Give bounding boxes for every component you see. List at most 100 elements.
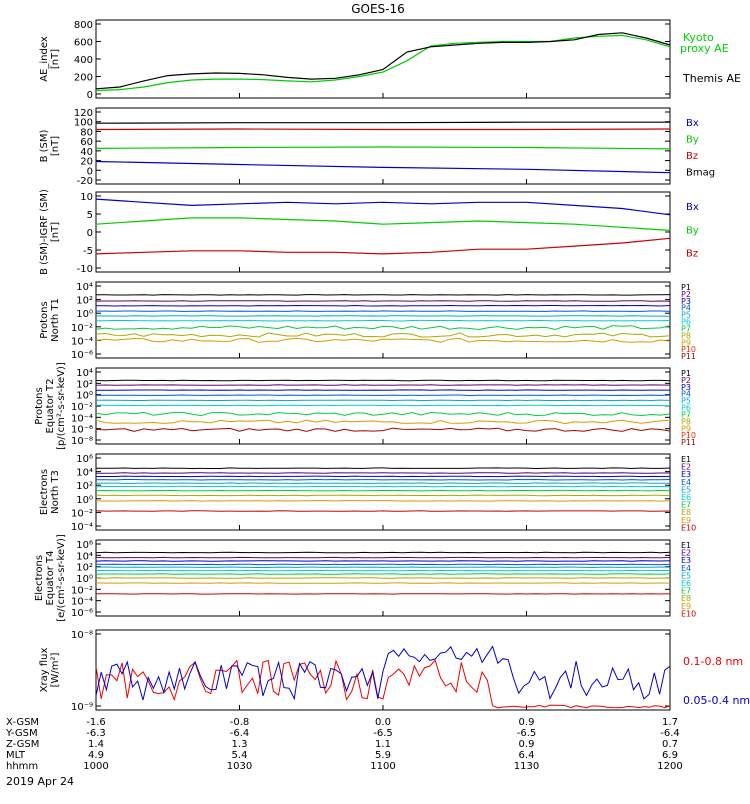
legend-label: Bmag [686, 168, 715, 179]
legend-label: By [686, 225, 699, 236]
x-axis-row-label: X-GSM [6, 717, 39, 728]
x-axis-value: -6.4 [230, 728, 250, 739]
series-line-e8 [96, 495, 670, 496]
series-line-e3 [96, 476, 670, 477]
series-line-p7 [96, 326, 670, 330]
series-line-p9 [96, 338, 670, 342]
x-axis-value: 1.1 [375, 739, 391, 750]
y-axis-label: Protons [39, 301, 50, 338]
x-axis-value: 1.3 [232, 739, 248, 750]
x-axis-value: -6.5 [517, 728, 537, 739]
x-axis-row-label: MLT [6, 750, 26, 761]
y-tick-label: 10⁻⁹ [71, 702, 93, 713]
x-axis-value: 0.9 [519, 739, 535, 750]
y-axis-label: AE_index [39, 36, 50, 82]
x-axis-value: -1.6 [86, 717, 106, 728]
series-line-p11 [96, 428, 670, 431]
y-tick-label: 400 [74, 55, 93, 66]
series-line-p1 [96, 295, 670, 296]
x-axis-value: 1200 [657, 761, 682, 772]
series-line-p4 [96, 311, 670, 312]
x-axis-value: 5.4 [232, 750, 248, 761]
legend-label: Themis AE [682, 72, 741, 85]
y-axis-label: Xray flux [39, 648, 50, 693]
y-tick-label: 10² [76, 481, 93, 492]
legend-label: proxy AE [680, 42, 729, 55]
series-line-kyoto-proxy-ae [96, 35, 670, 90]
series-line-p9 [96, 420, 670, 423]
x-axis-value: 6.4 [519, 750, 535, 761]
series-line-by [96, 218, 670, 231]
x-axis-value: 1000 [83, 761, 108, 772]
panel-frame [96, 192, 670, 272]
x-axis-value: 4.9 [88, 750, 104, 761]
series-line-p3 [96, 390, 670, 391]
y-tick-label: 10⁰ [76, 495, 93, 506]
y-tick-label: 600 [74, 38, 93, 49]
y-axis-label: B (SM) [39, 129, 50, 162]
series-line-bz [96, 129, 670, 130]
panel-frame [96, 108, 670, 184]
y-axis-label: Equator T4 [45, 551, 56, 606]
legend-label: P11 [681, 352, 696, 361]
y-axis-label: North T1 [50, 298, 61, 342]
legend-label: E10 [681, 609, 696, 618]
y-tick-label: 200 [74, 73, 93, 84]
y-tick-label: 10² [76, 296, 93, 307]
series-line-p2 [96, 301, 670, 302]
legend-label: 0.05-0.4 nm [683, 694, 750, 707]
y-tick-label: 10⁰ [76, 391, 93, 402]
y-tick-label: 10⁴ [76, 468, 93, 479]
y-axis-label: Electrons [39, 469, 50, 515]
x-axis-row-label: Z-GSM [6, 739, 39, 750]
series-line-e10 [96, 511, 670, 512]
series-line-p5 [96, 316, 670, 317]
legend-label: P11 [681, 438, 696, 447]
series-line-e7 [96, 490, 670, 491]
series-line-bx [96, 199, 670, 215]
x-axis-value: 1030 [227, 761, 252, 772]
x-axis-value: -6.4 [660, 728, 680, 739]
panel-frame [96, 454, 670, 530]
series-line-e4 [96, 480, 670, 481]
y-tick-label: 10⁻² [71, 402, 93, 413]
y-tick-label: 10⁶ [76, 540, 93, 551]
series-line-e5 [96, 567, 670, 568]
y-tick-label: 0 [87, 90, 93, 101]
series-line-p7 [96, 412, 670, 415]
y-axis-label: North T3 [50, 470, 61, 514]
y-tick-label: 10⁴ [76, 551, 93, 562]
x-axis-value: 1.7 [662, 717, 678, 728]
y-tick-label: -5 [83, 246, 93, 257]
series-line-xray-long [96, 660, 670, 708]
x-axis-value: 0.9 [519, 717, 535, 728]
y-tick-label: 10⁶ [76, 454, 93, 465]
y-axis-label: [W/m²] [50, 652, 61, 687]
x-axis-value: -6.3 [86, 728, 106, 739]
x-axis-row-label: hhmm [6, 761, 38, 772]
y-tick-label: 5 [87, 210, 93, 221]
y-axis-label: [nT] [50, 222, 61, 242]
y-tick-label: 10⁻⁸ [71, 630, 93, 641]
y-tick-label: 10⁰ [76, 309, 93, 320]
x-axis-value: -6.5 [373, 728, 393, 739]
y-tick-label: 10⁻⁴ [71, 597, 93, 608]
y-tick-label: 10² [76, 563, 93, 574]
series-line-bz [96, 238, 670, 254]
series-line-xray-short [96, 647, 670, 701]
series-line-bx [96, 162, 670, 173]
series-line-bmag [96, 122, 670, 123]
x-axis-value: 1130 [514, 761, 539, 772]
y-tick-label: 800 [74, 20, 93, 31]
series-line-p8 [96, 333, 670, 337]
legend-label: By [686, 135, 699, 146]
x-axis-value: 1100 [370, 761, 395, 772]
series-line-p2 [96, 385, 670, 386]
